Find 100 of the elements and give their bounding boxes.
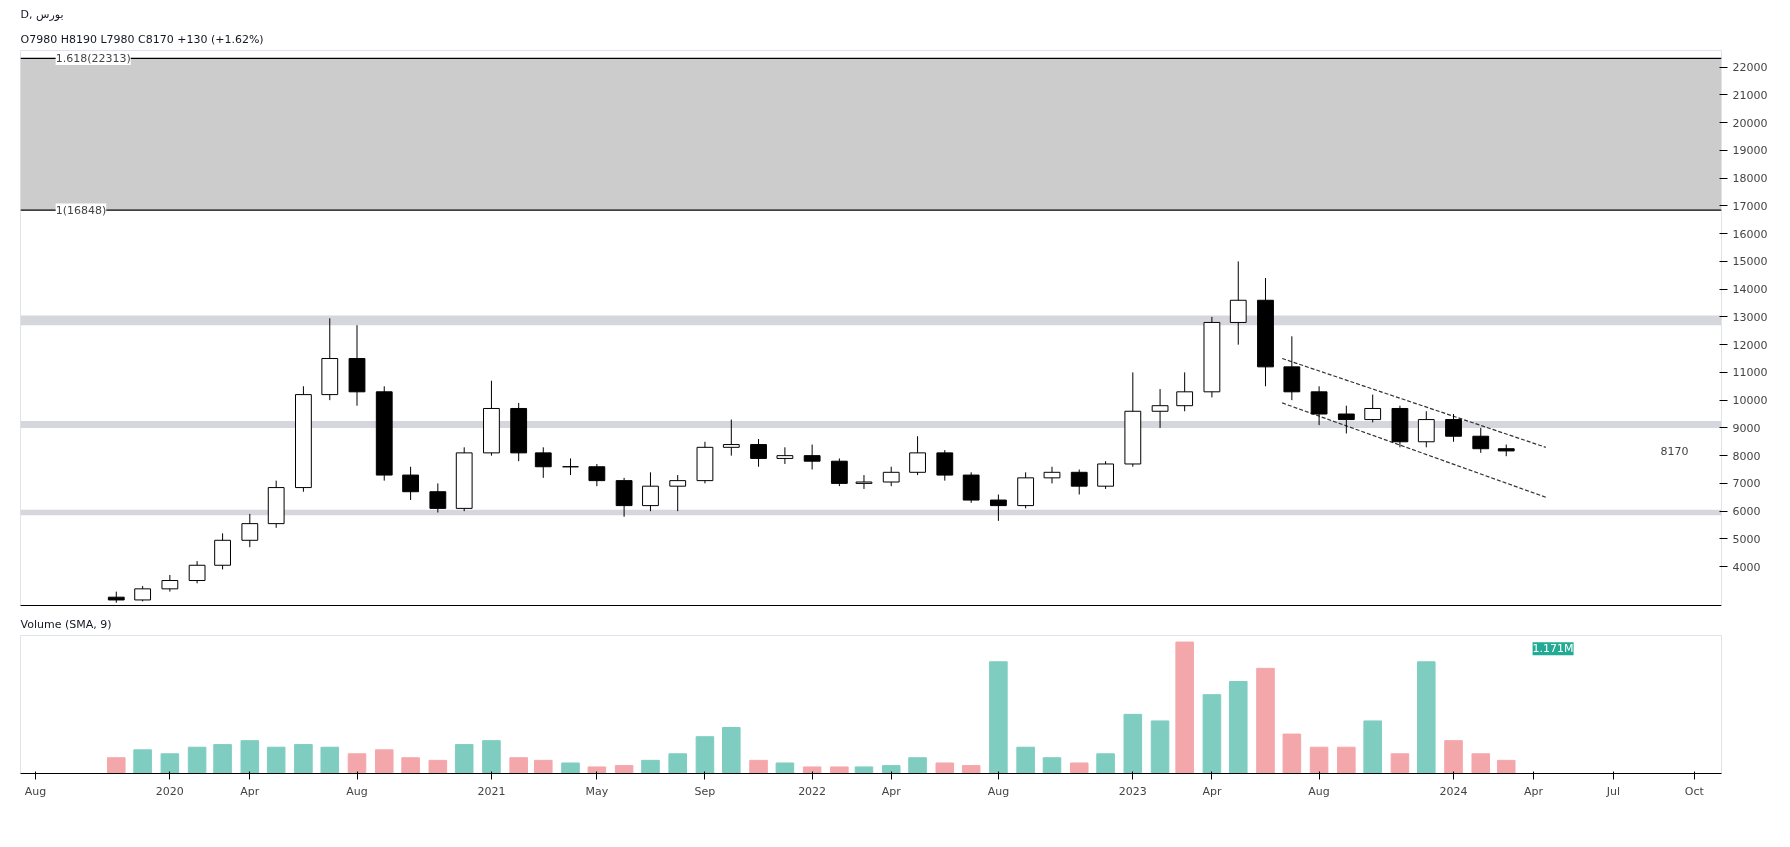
bar [1282,733,1302,774]
bar [1471,753,1491,774]
candlestick [1417,410,1435,448]
candlestick [429,482,447,514]
candlestick [1229,260,1247,346]
candlestick [989,494,1007,522]
chart-title: D, بورس [20,7,64,21]
bar [1042,757,1062,774]
candlestick [776,446,794,465]
candlestick [642,471,659,512]
bar [1496,759,1516,774]
bar [1337,746,1356,774]
bar [213,744,232,774]
bar [509,757,528,774]
bar [160,753,180,774]
candlestick [909,435,926,476]
bar [1175,641,1194,774]
y-tick-label: 12000 [1732,338,1768,352]
candlestick [1337,405,1355,434]
bar [1390,753,1410,774]
y-tick-label: 9000 [1732,421,1761,435]
bar [266,746,286,774]
candlestick [1472,427,1490,454]
bar [802,766,822,774]
y-tick-label: 6000 [1732,505,1761,519]
x-tick-label: 2021 [477,784,506,798]
chart-title: Volume (SMA, 9) [20,617,112,631]
candlestick [1097,460,1114,490]
bar [133,749,152,774]
y-tick-label: 10000 [1732,394,1768,408]
x-tick-label: May [585,784,609,798]
x-tick-label: Apr [1202,784,1222,798]
x-tick-label: Aug [24,784,47,798]
bar [374,749,394,774]
candlestick [188,560,206,584]
x-tick-label: 2024 [1439,784,1468,798]
x-tick-label: Aug [346,784,368,798]
candlestick [1310,385,1328,426]
bar [587,766,607,774]
candlestick [588,463,606,487]
candlestick [534,446,552,479]
y-tick-label: 22000 [1732,61,1768,75]
candlestick [1043,466,1061,484]
bar [749,759,768,774]
chart-subtitle: O7980 H8190 L7980 C8170 +130 (+1.62%) [20,32,264,46]
bar [401,757,420,774]
bar [1444,740,1463,774]
candlestick [562,457,579,476]
candlestick [803,444,821,471]
y-tick-label: 11000 [1732,366,1768,380]
bar [989,661,1008,774]
bar [935,762,955,774]
bar [347,753,367,774]
y-tick-label: 16000 [1732,227,1768,241]
y-tick-label: 4000 [1732,560,1761,574]
y-tick-label: 19000 [1732,144,1768,158]
x-tick-label: 2023 [1118,784,1147,798]
bar [1069,762,1089,774]
bar [695,736,715,774]
bar [722,727,741,774]
bar [561,762,580,774]
candlestick [882,466,900,487]
bar [908,757,927,774]
candlestick [669,474,687,512]
bar [1123,713,1143,774]
bar [1202,694,1222,774]
candlestick [855,474,873,490]
y-tick-label: 5000 [1732,532,1761,546]
x-tick-label: Sep [694,784,716,798]
bar [614,765,634,774]
bar [830,766,849,774]
bar [294,744,313,774]
candlestick [722,419,740,457]
ref-line-label: 1(16848) [55,203,107,217]
bar [881,765,901,774]
x-tick-label: Apr [1523,784,1544,798]
y-tick-label: 17000 [1732,199,1768,213]
x-tick-label: Aug [987,784,1010,798]
bar [1363,720,1382,774]
bar [775,762,795,774]
bar [240,740,260,774]
bar [961,765,981,774]
x-tick-label: Aug [1308,784,1330,798]
candlestick [241,513,259,548]
annotation: 1.171M [1532,642,1574,656]
y-tick-label: 15000 [1732,255,1768,269]
candlestick [1151,388,1169,429]
y-tick-label: 13000 [1732,310,1768,324]
x-tick-label: 2020 [155,784,184,798]
candlestick [402,466,420,501]
bar [668,753,687,774]
x-tick-label: Jul [1605,784,1621,798]
bar [1150,720,1170,774]
bar [1228,681,1248,774]
ref-line-label: 1.618(22313) [55,51,131,65]
candlestick [1445,413,1462,443]
bar [641,759,660,774]
bar [1309,746,1329,774]
bar [320,746,340,774]
x-tick-label: 2022 [798,784,827,798]
